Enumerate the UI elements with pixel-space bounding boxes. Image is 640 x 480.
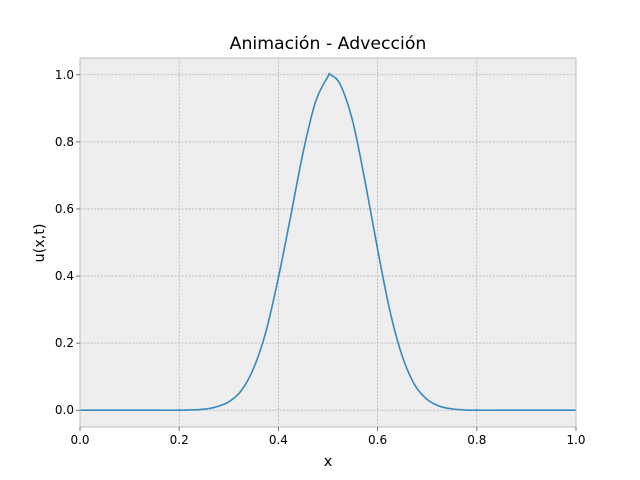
x-tick-label: 0.4 — [269, 433, 288, 447]
y-axis-label: u(x,t) — [32, 223, 48, 262]
axes-frame — [79, 57, 577, 428]
chart-title: Animación - Advección — [230, 34, 427, 54]
x-tick-label: 0.0 — [70, 433, 89, 447]
y-tick-label: 0.6 — [55, 202, 74, 216]
x-tick-label: 0.2 — [170, 433, 189, 447]
series-group — [80, 72, 576, 412]
y-tick-label: 0.8 — [55, 135, 74, 149]
y-tick-label: 0.2 — [55, 336, 74, 350]
x-tick-label: 0.6 — [368, 433, 387, 447]
plot-area — [80, 58, 576, 427]
y-tick-label: 0.0 — [55, 403, 74, 417]
x-tick-label: 1.0 — [566, 433, 585, 447]
x-tick-label: 0.8 — [467, 433, 486, 447]
series-line — [80, 72, 576, 412]
y-tick-label: 0.4 — [55, 269, 74, 283]
tick-labels: 0.0 0.2 0.4 0.6 0.8 1.0 0.0 0.2 0.4 0.6 0.8 1.0 — [55, 68, 586, 447]
y-tick-label: 1.0 — [55, 68, 74, 82]
x-axis-label: x — [324, 454, 333, 470]
